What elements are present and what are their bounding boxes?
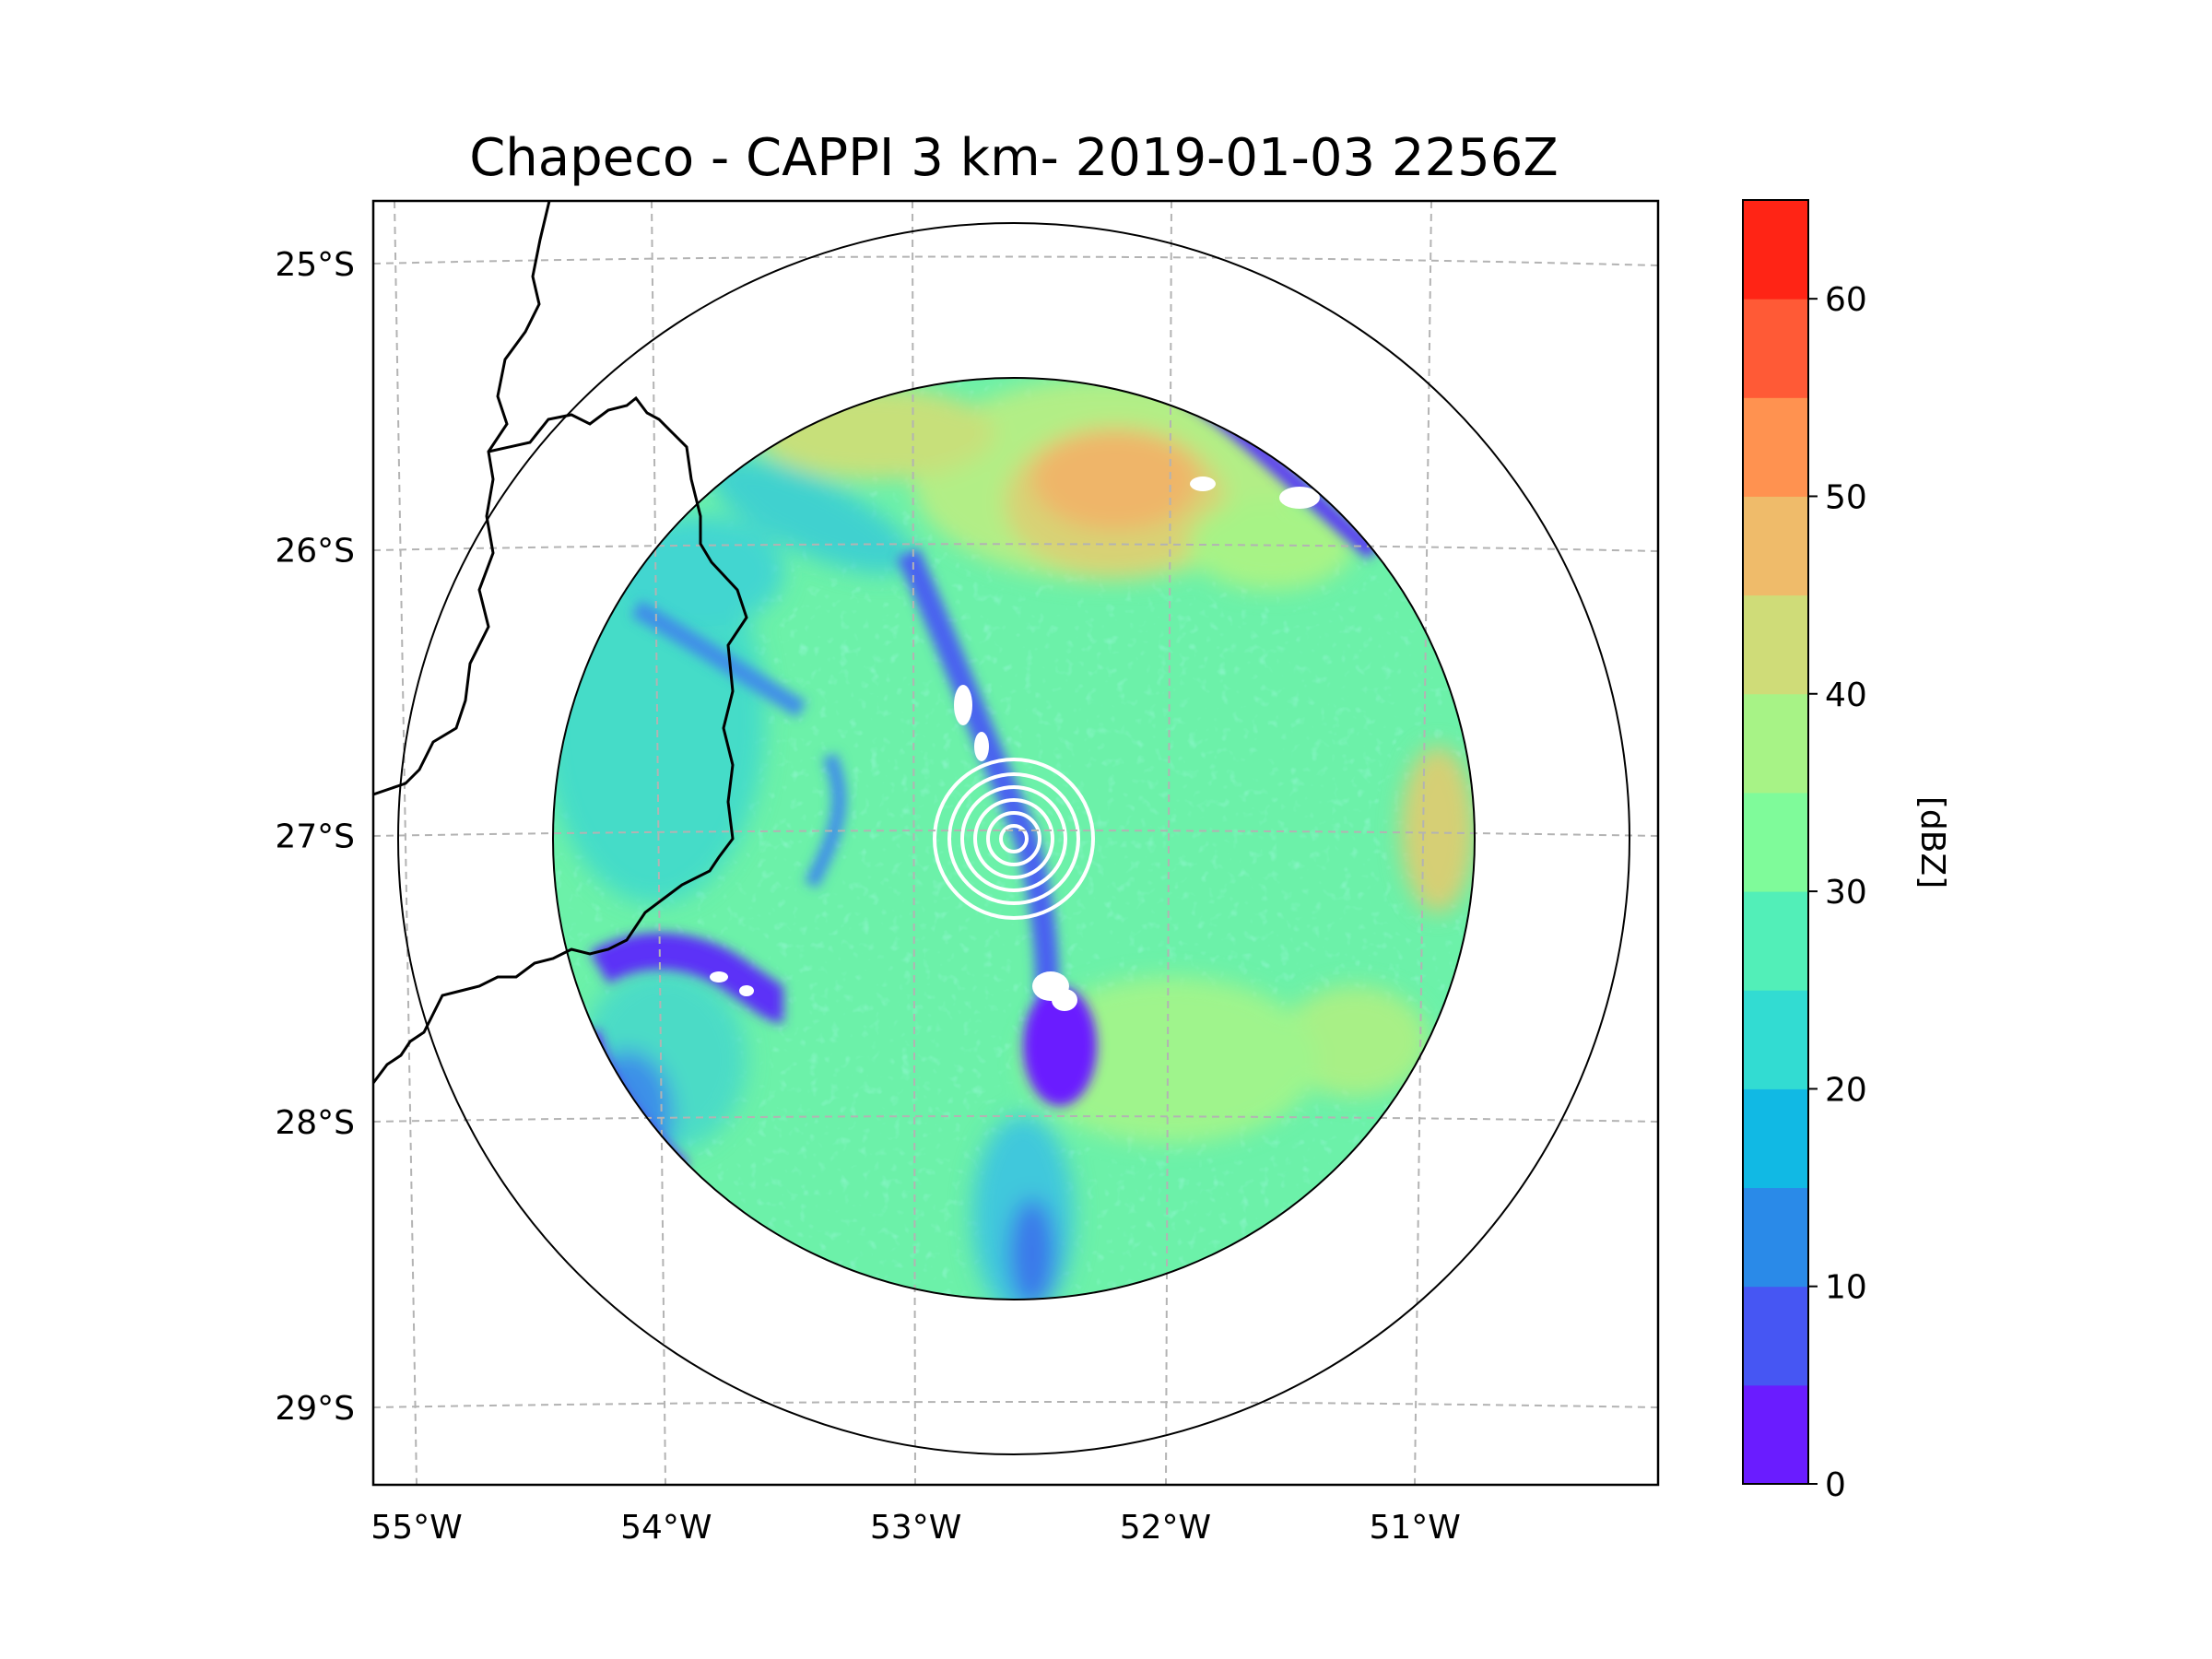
lon-tick-label: 55°W (371, 1509, 462, 1547)
colorbar-bin (1743, 1088, 1808, 1189)
near-range-rings (933, 758, 1095, 920)
colorbar-bin (1743, 397, 1808, 497)
lat-tick-label: 25°S (275, 246, 355, 284)
longitude-tick-labels: 55°W 54°W 53°W 52°W 51°W (371, 1509, 1461, 1547)
state-borders (373, 201, 748, 1084)
range-ring-outer (397, 222, 1630, 1455)
colorbar-ticks: 0 10 20 30 40 50 60 (1808, 281, 1867, 1504)
lat-tick-label: 28°S (275, 1104, 355, 1142)
no-data-gaps (710, 477, 1320, 1011)
lon-tick-label: 54°W (620, 1509, 712, 1547)
colorbar-label: [dBZ] (1913, 796, 1951, 888)
map-axes-frame (371, 199, 1660, 1487)
colorbar-bin (1743, 1384, 1808, 1485)
colorbar-tick-label: 30 (1825, 874, 1867, 912)
lon-tick-label: 52°W (1120, 1509, 1211, 1547)
colorbar-tick-label: 0 (1825, 1466, 1846, 1504)
colorbar-bin (1743, 891, 1808, 991)
colorbar-bins (1743, 200, 1808, 1485)
colorbar-tick-label: 10 (1825, 1269, 1867, 1307)
colorbar-bin (1743, 1286, 1808, 1386)
lon-tick-label: 51°W (1369, 1509, 1460, 1547)
reflectivity-field (553, 378, 1475, 1300)
colorbar: 0 10 20 30 40 50 60 [dBZ] (1742, 199, 1951, 1504)
lat-tick-label: 27°S (275, 818, 355, 856)
latitude-tick-labels: 25°S 26°S 27°S 28°S 29°S (275, 246, 355, 1428)
colorbar-bin (1743, 299, 1808, 398)
colorbar-bin (1743, 990, 1808, 1089)
colorbar-tick-label: 60 (1825, 281, 1867, 319)
colorbar-bin (1743, 1187, 1808, 1288)
colorbar-frame (1742, 199, 1809, 1485)
colorbar-tick-label: 40 (1825, 677, 1867, 714)
lon-tick-label: 53°W (870, 1509, 961, 1547)
lat-tick-label: 26°S (275, 532, 355, 570)
colorbar-bin (1743, 693, 1808, 794)
map-title: Chapeco - CAPPI 3 km- 2019-01-03 2256Z (469, 128, 1559, 188)
colorbar-tick-label: 50 (1825, 478, 1867, 516)
lat-tick-label: 29°S (275, 1390, 355, 1428)
colorbar-bin (1743, 594, 1808, 695)
range-ring-inner (552, 377, 1476, 1300)
colorbar-bin (1743, 792, 1808, 892)
map-plot-area (373, 201, 1658, 1485)
colorbar-bin (1743, 200, 1808, 300)
colorbar-tick-label: 20 (1825, 1071, 1867, 1109)
colorbar-bin (1743, 496, 1808, 596)
